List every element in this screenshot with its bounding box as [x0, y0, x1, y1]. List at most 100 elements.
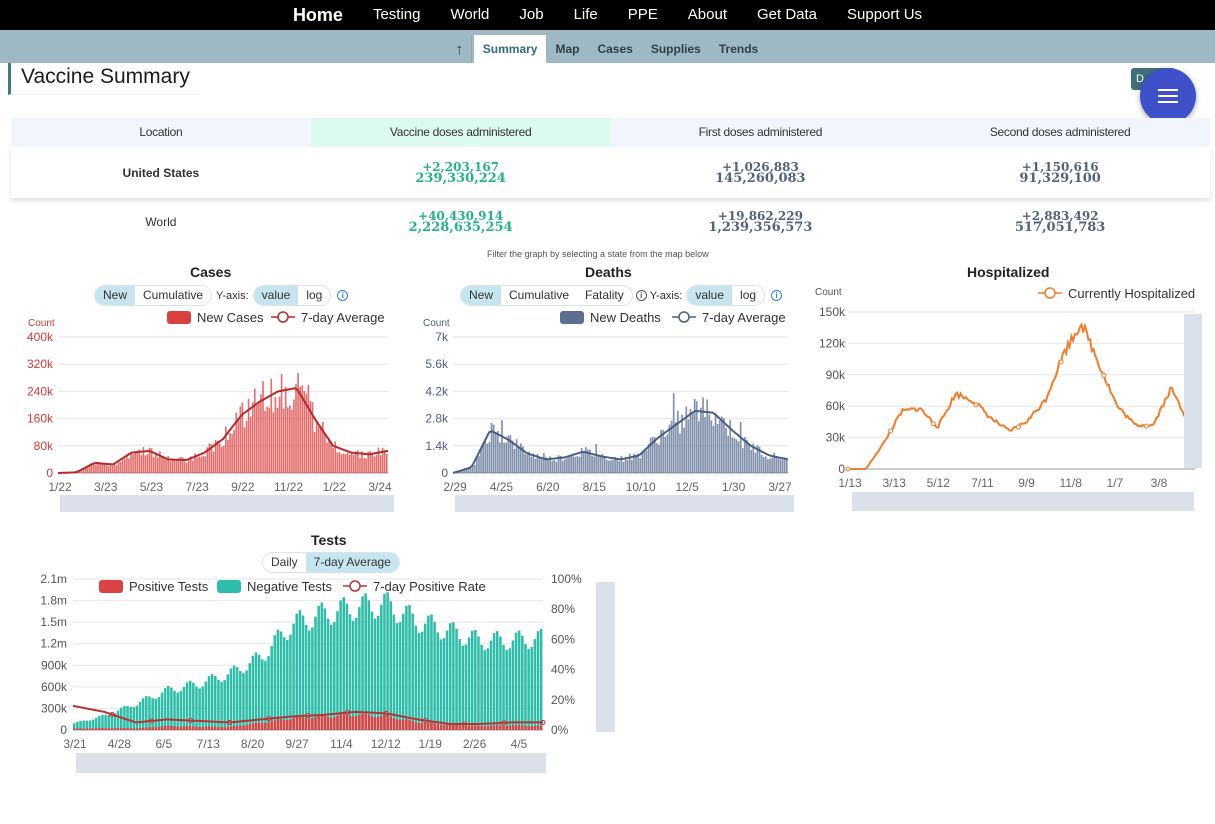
deaths-cumulative-toggle[interactable]: Cumulative	[509, 288, 570, 302]
deaths-fatality-toggle[interactable]: Fatality	[585, 288, 624, 302]
data-bar	[469, 468, 472, 473]
nav-link-ppe[interactable]: PPE	[627, 6, 658, 23]
positive-bar	[279, 719, 283, 730]
positive-bar	[120, 728, 123, 730]
download-button-label: D	[1136, 73, 1144, 85]
data-bar	[200, 457, 202, 473]
legend-label: New Deaths	[590, 310, 661, 325]
data-bar	[781, 459, 784, 473]
info-icon[interactable]: i	[337, 290, 349, 301]
positive-bar	[480, 726, 483, 730]
nav-link-job[interactable]: Job	[519, 6, 544, 23]
data-bar	[175, 459, 178, 473]
data-bar	[476, 455, 478, 473]
y-tick-label: 0	[441, 466, 448, 480]
subnav-tabs: Summary Map Cases Supplies Trends	[473, 35, 767, 63]
positive-bar	[329, 717, 333, 730]
nav-link-testing[interactable]: Testing	[372, 6, 421, 23]
data-bar	[700, 407, 702, 473]
data-bar	[377, 447, 380, 473]
data-bar	[251, 402, 254, 473]
positive-bar	[373, 717, 377, 730]
negative-bar	[242, 673, 245, 730]
arrow-up-icon[interactable]: ↑	[448, 35, 472, 63]
x-tick-label: 7/23	[185, 480, 209, 494]
tests-7day-toggle[interactable]: 7-day Average	[305, 553, 399, 572]
cases-value-toggle[interactable]: value	[253, 286, 299, 305]
menu-fab-button[interactable]	[1140, 68, 1196, 124]
data-bar	[624, 458, 627, 473]
data-bar	[515, 439, 518, 473]
tab-cases[interactable]: Cases	[597, 42, 633, 56]
deaths-new-toggle[interactable]: New	[461, 286, 502, 305]
negative-bar	[188, 680, 192, 730]
data-bar	[305, 393, 308, 473]
negative-bar	[182, 686, 186, 730]
tests-daily-toggle[interactable]: Daily	[271, 555, 298, 569]
data-bar	[566, 458, 568, 473]
data-bar	[315, 422, 318, 473]
deaths-value-toggle[interactable]: value	[687, 286, 733, 305]
data-bar	[616, 458, 619, 473]
data-bar	[762, 456, 765, 473]
nav-link-life[interactable]: Life	[573, 6, 598, 23]
vaccine-delta: +2,203,167	[422, 159, 500, 174]
data-bar	[101, 463, 103, 473]
data-bar	[559, 455, 562, 473]
column-header[interactable]: Second doses administered	[910, 118, 1210, 147]
y-tick-label: 0	[60, 723, 67, 737]
y-tick-label: 0	[838, 462, 845, 476]
negative-bar	[373, 618, 377, 730]
data-bar	[381, 447, 384, 473]
data-bar	[639, 458, 642, 473]
negative-bar	[214, 676, 217, 730]
filter-note: Filter the graph by selecting a state fr…	[487, 249, 709, 259]
data-bar	[547, 458, 549, 473]
nav-link-world[interactable]: World	[450, 6, 490, 23]
negative-bar	[101, 714, 104, 730]
column-header[interactable]: First doses administered	[610, 118, 911, 147]
cases-cumulative-toggle[interactable]: Cumulative	[143, 288, 204, 302]
nav-link-about[interactable]: About	[687, 6, 727, 23]
column-header[interactable]: Vaccine doses administered	[310, 118, 611, 147]
data-bar	[538, 457, 541, 473]
data-bar	[371, 452, 374, 473]
y-axis-label: Count	[423, 318, 450, 329]
hospitalized-chart[interactable]: 0 30k 60k 90k 120k 150k Count 1/13 3/13 5/12 7/11 9…	[810, 282, 1210, 517]
tab-trends[interactable]: Trends	[718, 42, 759, 56]
info-icon[interactable]: i	[635, 290, 647, 301]
data-bar	[163, 457, 165, 473]
data-bar	[775, 457, 778, 473]
cases-log-toggle[interactable]: log	[306, 288, 323, 302]
deaths-log-toggle[interactable]: log	[740, 288, 757, 302]
nav-link-get-data[interactable]: Get Data	[756, 6, 818, 23]
table-row[interactable]: United States +2,203,167 239,330,224 +1,0…	[11, 147, 1210, 198]
tab-supplies[interactable]: Supplies	[650, 42, 701, 56]
positive-bar	[113, 728, 117, 730]
positive-bar	[514, 725, 518, 730]
negative-bar	[383, 593, 386, 730]
tab-summary[interactable]: Summary	[473, 35, 547, 63]
data-bar	[721, 416, 723, 473]
data-bar	[744, 437, 746, 473]
positive-bar	[380, 715, 383, 730]
nav-link-home[interactable]: Home	[292, 5, 343, 25]
data-bar	[767, 459, 769, 473]
positive-bar	[342, 713, 345, 730]
column-header[interactable]: Location	[11, 118, 311, 147]
info-icon[interactable]: i	[771, 290, 783, 301]
positive-bar	[239, 725, 242, 730]
cases-new-toggle[interactable]: New	[95, 286, 136, 305]
data-bar	[216, 440, 219, 473]
nav-link-support-us[interactable]: Support Us	[847, 6, 923, 23]
tests-chart[interactable]: 0 300k 600k 900k 1.2m 1.5m 1.8m 2.1m 0% 20% 40% 60%…	[30, 570, 630, 780]
table-row[interactable]: World +40,430,914 2,228,635,254 +19,862,2…	[11, 198, 1210, 246]
negative-bar	[88, 720, 92, 730]
data-bar	[599, 455, 602, 473]
tab-map[interactable]: Map	[555, 42, 580, 56]
data-bar	[591, 455, 593, 473]
positive-bar	[229, 726, 233, 730]
data-point	[1016, 424, 1021, 430]
